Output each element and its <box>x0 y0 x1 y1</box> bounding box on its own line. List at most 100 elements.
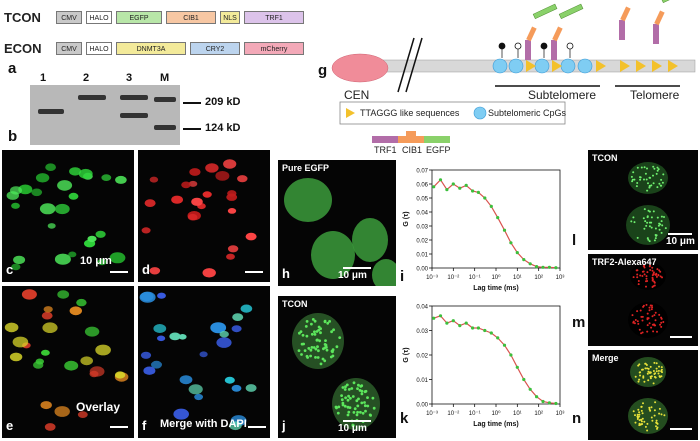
gel-band <box>120 113 148 118</box>
telomere-focus <box>344 385 347 389</box>
telomere-focus <box>645 285 647 288</box>
x-tick-label: 10⁰ <box>491 410 501 417</box>
telomere-focus <box>635 269 638 272</box>
construct-segment-egfp: EGFP <box>116 11 162 24</box>
telomere-focus <box>653 361 656 364</box>
telomere-focus <box>317 325 321 329</box>
ttaggg-sequence <box>652 60 662 72</box>
telomere-focus <box>646 367 649 370</box>
telomere-focus <box>652 174 654 177</box>
scale-bar-j <box>343 420 371 422</box>
construct-segment-cmv: CMV <box>56 11 82 24</box>
telomere-focus <box>347 394 350 398</box>
telomere-focus <box>654 311 657 314</box>
telomere-focus <box>638 415 640 418</box>
telomere-focus <box>649 264 651 267</box>
telomere-focus <box>639 423 642 426</box>
telomere-focus <box>310 346 314 349</box>
telomere-focus <box>632 171 635 174</box>
telomere-focus <box>305 334 309 338</box>
telomere-focus <box>654 376 657 379</box>
marker-arrow-209 <box>183 102 201 104</box>
telomere-focus <box>640 409 643 412</box>
telomere-focus <box>638 378 641 381</box>
fcs-chart-i: 0.00 0.01 0.02 0.03 0.04 0.05 0.06 0.07 10⁻³ 10⁻²… <box>403 169 564 293</box>
telomere-focus <box>316 356 320 359</box>
cell-nucleus <box>10 186 22 195</box>
data-point <box>458 186 462 190</box>
telomere-focus <box>331 348 335 352</box>
telomere-focus <box>656 216 659 219</box>
cell-nucleus <box>245 384 257 392</box>
telomere-focus <box>356 410 359 414</box>
plot-frame <box>431 169 561 269</box>
telomere-focus <box>656 330 658 333</box>
data-point <box>547 401 551 405</box>
telomere-focus <box>650 326 653 329</box>
data-point <box>451 182 455 186</box>
telomere-focus <box>335 345 339 349</box>
telomere-focus <box>651 276 654 279</box>
telomere-focus <box>638 413 641 416</box>
fcs-chart-k: 0.00 0.01 0.02 0.03 0.04 10⁻³ 10⁻² 10⁻¹ 10⁰ 10¹ 10… <box>403 305 564 429</box>
ttaggg-sequence <box>526 60 536 72</box>
data-point <box>432 185 436 189</box>
telomere-focus <box>315 330 319 333</box>
cell-field <box>292 313 380 430</box>
telomere-focus <box>641 417 644 420</box>
lane-label-1: 1 <box>40 72 47 84</box>
telomere-focus <box>655 234 658 237</box>
telomere-focus <box>336 411 340 415</box>
methylation-marker <box>514 42 522 50</box>
gel-image <box>30 85 180 145</box>
data-point <box>483 328 487 333</box>
x-tick-label: 10⁻¹ <box>469 275 481 281</box>
telomere-focus <box>340 394 343 397</box>
cell-nucleus <box>42 322 58 333</box>
cell-nucleus <box>64 360 79 371</box>
cell-nucleus <box>199 351 208 358</box>
cell-nucleus <box>187 213 198 221</box>
telomere-focus <box>346 398 350 402</box>
scale-label-h: 10 μm <box>338 270 367 281</box>
cell-nucleus <box>224 376 235 384</box>
cell-nucleus <box>101 174 112 181</box>
ttaggg-sequence <box>668 60 678 72</box>
cell-nucleus <box>231 384 242 392</box>
econ-name: ECON <box>4 41 42 56</box>
data-point <box>509 353 513 357</box>
cell-nucleus <box>144 199 156 207</box>
data-point <box>438 314 443 318</box>
telomere-focus <box>638 371 641 374</box>
telomere-focus <box>337 405 341 409</box>
cell-nucleus <box>57 290 70 299</box>
telomere-focus <box>346 405 350 409</box>
gel-band <box>154 125 176 130</box>
telomere-focus <box>360 401 364 405</box>
cell-nucleus <box>13 255 26 265</box>
panel-letter-g: g <box>318 62 328 79</box>
telomere-focus <box>648 408 651 411</box>
telomere-focus <box>319 362 323 366</box>
construct-segment-halo: HALO <box>86 11 112 24</box>
data-point <box>471 189 475 193</box>
gel-band <box>154 97 176 102</box>
telomere-focus <box>646 216 649 219</box>
x-tick-label: 10² <box>534 411 543 417</box>
cell-nucleus <box>57 180 73 191</box>
telomere-focus <box>331 350 334 354</box>
telomere-focus <box>661 181 664 184</box>
telomere-focus <box>653 409 656 412</box>
cell-nucleus <box>179 375 193 385</box>
panel-letter-f: f <box>142 418 147 433</box>
legend-cib1-label: CIB1 <box>402 145 423 155</box>
methylation-marker <box>540 42 548 50</box>
telomere-focus <box>651 278 654 281</box>
telomere-focus <box>637 408 640 411</box>
telomere-focus <box>345 383 349 387</box>
telomere-focus <box>318 339 321 343</box>
telomere-focus <box>649 375 652 378</box>
cell-nucleus <box>245 232 257 241</box>
cell-nucleus <box>332 378 380 430</box>
centromere <box>331 53 389 83</box>
